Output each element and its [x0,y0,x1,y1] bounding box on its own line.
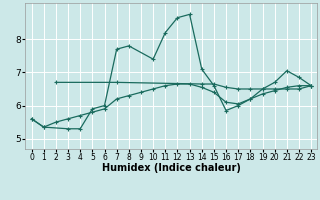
X-axis label: Humidex (Indice chaleur): Humidex (Indice chaleur) [102,163,241,173]
